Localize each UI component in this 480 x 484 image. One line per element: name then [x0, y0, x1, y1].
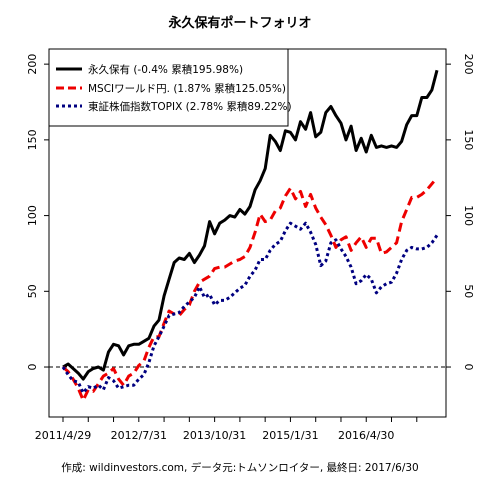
legend-label-series-3: 東証株価指数TOPIX (2.78% 累積89.22%): [88, 100, 292, 113]
series-line-2: [61, 176, 439, 402]
y-tick-label-left-150: 150: [26, 129, 39, 150]
x-tick-label-2: 2012/7/31: [111, 429, 167, 442]
series-line-1: [62, 69, 439, 381]
x-tick-label-1: 2011/4/29: [35, 429, 91, 442]
y-tick-label-left-100: 100: [26, 205, 39, 226]
x-tick-label-3: 2013/10/31: [183, 429, 246, 442]
legend: 永久保有 (-0.4% 累積195.98%) MSCIワールド円. (1.87%…: [48, 48, 292, 127]
y-tick-label-right-100: 100: [462, 205, 475, 226]
chart-title: 永久保有ポートフォリオ: [167, 15, 311, 31]
legend-label-series-2: MSCIワールド円. (1.87% 累積125.05%): [88, 82, 286, 95]
y-tick-label-right-50: 50: [462, 284, 475, 298]
y-tick-label-right-200: 200: [462, 54, 475, 75]
y-tick-label-right-150: 150: [462, 129, 475, 150]
y-tick-label-left-200: 200: [26, 54, 39, 75]
x-tick-label-5: 2016/4/30: [338, 429, 394, 442]
y-tick-label-right-0: 0: [462, 364, 475, 371]
y-tick-label-left-50: 50: [26, 284, 39, 298]
legend-box: [48, 48, 289, 127]
y-tick-label-left-0: 0: [26, 364, 39, 371]
series-line-3: [61, 221, 439, 395]
chart-caption: 作成: wildinvestors.com, データ元:トムソンロイター, 最終…: [61, 461, 418, 474]
legend-label-series-1: 永久保有 (-0.4% 累積195.98%): [88, 63, 243, 76]
x-tick-label-4: 2015/1/31: [262, 429, 318, 442]
